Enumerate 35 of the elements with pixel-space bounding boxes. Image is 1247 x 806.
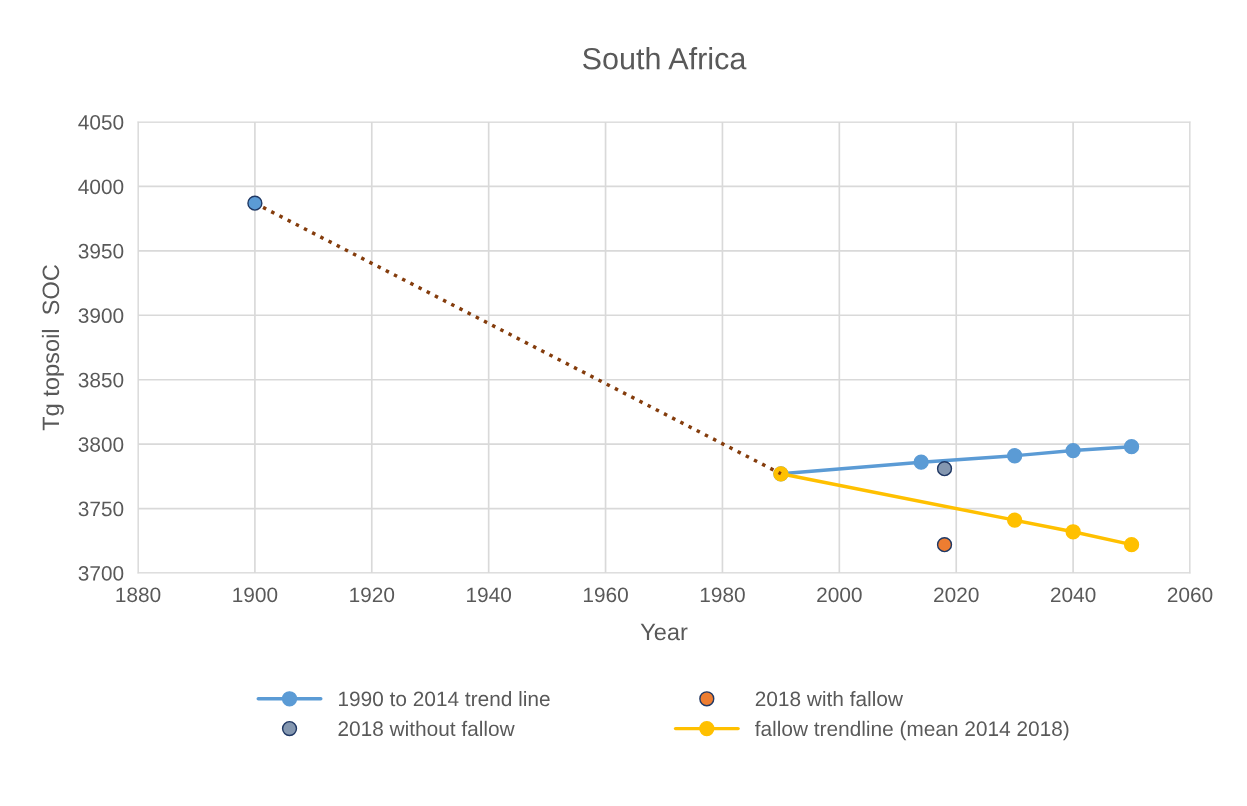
x-tick-label: 2060 bbox=[1167, 587, 1213, 603]
x-tick-label: 2040 bbox=[1050, 587, 1096, 603]
legend-label: fallow trendline (mean 2014 2018) bbox=[755, 720, 1069, 741]
legend-label: 2018 with fallow bbox=[755, 690, 904, 707]
y-tick-label: 3800 bbox=[78, 437, 124, 452]
y-tick-label: 4000 bbox=[78, 179, 124, 195]
point bbox=[1007, 512, 1023, 528]
x-tick-label: 1920 bbox=[350, 587, 395, 603]
y-tick-label: 4050 bbox=[78, 115, 124, 130]
legend-label: 1990 to 2014 trend line bbox=[339, 690, 550, 707]
x-axis-title: Year bbox=[640, 623, 688, 641]
y-tick-label: 3700 bbox=[78, 566, 124, 581]
point bbox=[936, 537, 953, 553]
x-tick-label: 1900 bbox=[233, 587, 278, 603]
point bbox=[1123, 537, 1140, 553]
point bbox=[1065, 524, 1081, 540]
point bbox=[247, 195, 263, 211]
y-tick-label: 3750 bbox=[78, 501, 124, 517]
point bbox=[913, 454, 929, 470]
x-tick-label: 2020 bbox=[934, 587, 979, 603]
point bbox=[1065, 442, 1081, 459]
y-axis-title: Tg topsoil SOC bbox=[41, 265, 64, 431]
x-tick-label: 1960 bbox=[583, 587, 628, 603]
point bbox=[1123, 439, 1140, 455]
y-tick-label: 3950 bbox=[78, 243, 124, 259]
x-tick-label: 2000 bbox=[817, 587, 862, 603]
point bbox=[936, 460, 953, 477]
y-tick-label: 3850 bbox=[78, 372, 124, 388]
point bbox=[1007, 448, 1023, 464]
legend-label: 2018 without fallow bbox=[338, 720, 515, 737]
x-tick-label: 1980 bbox=[700, 587, 745, 603]
chart-title: South Africa bbox=[583, 47, 747, 70]
y-tick-label: 3900 bbox=[78, 308, 124, 324]
x-tick-label: 1940 bbox=[467, 587, 512, 603]
x-tick-label: 1880 bbox=[116, 587, 161, 603]
